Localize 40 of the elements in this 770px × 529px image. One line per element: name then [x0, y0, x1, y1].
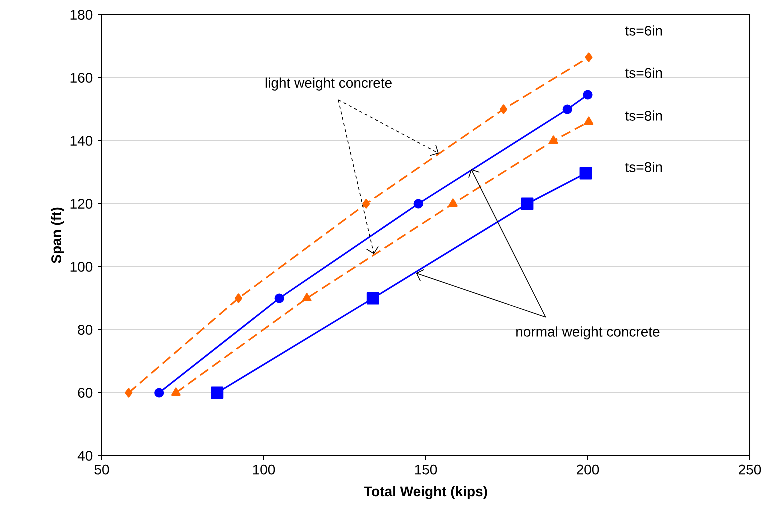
y-tick-label: 160: [70, 73, 93, 83]
y-tick-label: 100: [70, 262, 93, 272]
y-axis-title: Span (ft): [51, 208, 64, 264]
point: [584, 116, 594, 126]
point: [448, 198, 458, 208]
y-tick-label: 140: [70, 136, 93, 146]
annotation: light weight concrete: [266, 78, 392, 91]
point: [234, 294, 243, 304]
x-tick-label: 100: [253, 464, 276, 475]
text: ts=6in: [625, 68, 662, 78]
x-tick-label: 200: [577, 464, 600, 475]
text: ts=8in: [625, 110, 662, 121]
annotation: normal weight concrete: [516, 326, 660, 340]
point: [580, 167, 592, 180]
point: [585, 52, 593, 62]
text: ts=8in: [625, 162, 662, 172]
point: [302, 293, 312, 302]
point: [562, 104, 572, 114]
y-tick-label: 120: [70, 199, 93, 209]
text: ts=6in: [625, 26, 662, 36]
x-tick-label: 150: [415, 464, 438, 475]
point: [211, 386, 224, 400]
y-tick-label: 80: [78, 325, 93, 335]
y-tick-label: 40: [78, 451, 93, 461]
point: [125, 388, 133, 398]
point: [500, 104, 508, 114]
point: [274, 294, 284, 304]
point: [362, 199, 370, 209]
point: [366, 292, 380, 305]
x-axis-title: Total Weight (kips): [364, 486, 488, 500]
point: [414, 199, 424, 209]
point: [548, 136, 558, 144]
y-tick-label: 180: [70, 10, 93, 20]
point: [154, 388, 164, 398]
y-tick-label: 60: [78, 388, 93, 398]
point: [583, 90, 593, 100]
point: [172, 388, 181, 396]
x-tick-label: 50: [94, 464, 110, 475]
x-tick-label: 250: [739, 464, 762, 475]
point: [521, 198, 534, 210]
